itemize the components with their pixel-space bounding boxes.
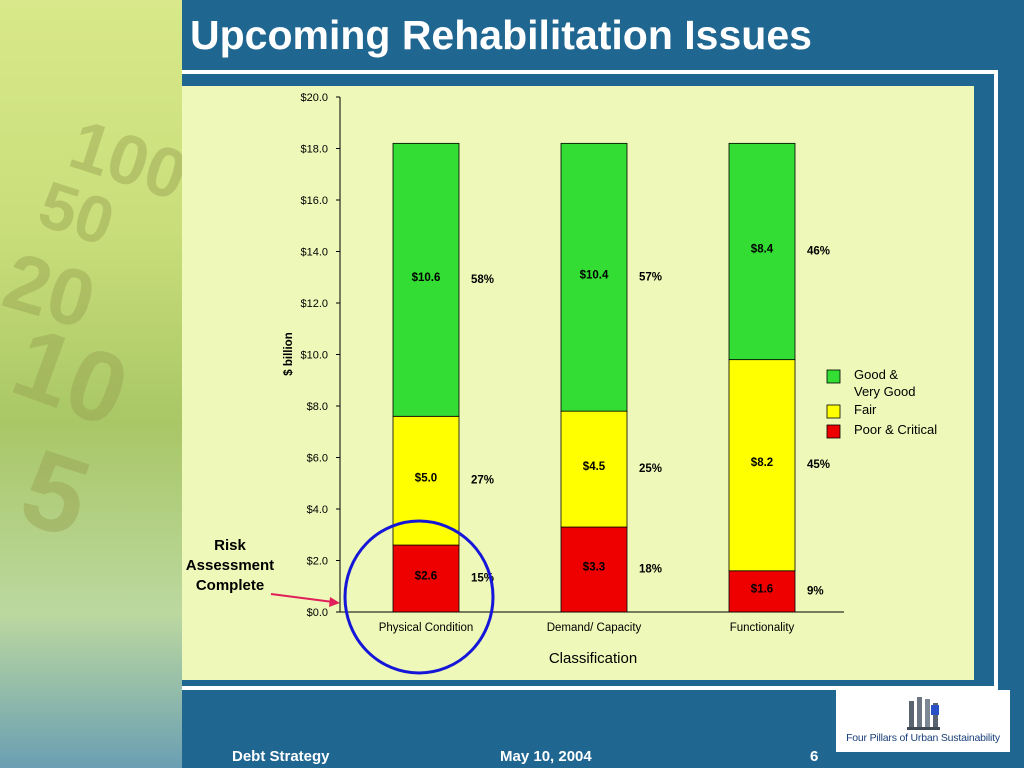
bar-percent-label: 9%: [807, 585, 824, 597]
legend-swatch: [826, 424, 841, 439]
legend-label: Fair: [854, 402, 877, 417]
bar-segment-demand-capacity-poor: [560, 526, 628, 613]
bar-percent-label: 25%: [639, 463, 662, 475]
y-tick-label: $20.0: [300, 92, 328, 104]
banknote-numeral: 5: [7, 425, 104, 562]
footer-page-number: 6: [810, 748, 819, 765]
pointer-arrow-head: [329, 597, 340, 607]
footer-date: May 10, 2004: [500, 748, 592, 765]
highlight-circle: [343, 519, 495, 675]
risk-label-line-2: Assessment: [185, 557, 275, 574]
footer-title: Debt Strategy: [232, 748, 330, 765]
x-category-label: Physical Condition: [379, 622, 474, 634]
legend-label: Poor & Critical: [854, 422, 937, 437]
y-tick-label: $14.0: [300, 247, 328, 259]
stacked-bar-chart: $0.0 $2.0 $4.0 $6.0 $8.0 $10.0 $12.0 $14.0 $16.0…: [270, 92, 937, 675]
slide-footer: Debt Strategy May 10, 2004 6: [0, 740, 1024, 768]
bar-value-label: $10.4: [580, 269, 609, 281]
bar-value-label: $5.0: [415, 473, 437, 485]
legend-swatch: [826, 404, 841, 419]
logo-text: Four Pillars of Urban Sustainability: [846, 732, 1000, 744]
x-category-label: Demand/ Capacity: [547, 622, 642, 634]
x-category-label: Functionality: [730, 622, 795, 634]
legend-label: Very Good: [854, 384, 915, 399]
bar-value-label: $2.6: [415, 571, 437, 583]
y-axis-title: $ billion: [283, 332, 295, 375]
bar-percent-label: 27%: [471, 475, 494, 487]
bar-segment-functionality-fair: [728, 359, 796, 572]
y-tick-label: $10.0: [300, 350, 328, 362]
pointer-arrow-line: [270, 593, 334, 603]
risk-label-line-1: Risk: [214, 537, 246, 554]
legend-label: Good &: [854, 367, 898, 382]
y-tick-label: $6.0: [307, 453, 328, 465]
bar-percent-label: 18%: [639, 564, 662, 576]
y-tick-label: $2.0: [307, 556, 328, 568]
bar-value-label: $8.2: [751, 457, 773, 469]
pillars-icon: [907, 697, 940, 730]
risk-label-line-3: Complete: [195, 577, 265, 594]
bar-percent-label: 57%: [639, 271, 662, 283]
bar-segment-functionality-good: [728, 142, 796, 361]
bar-value-label: $3.3: [583, 562, 605, 574]
banknote-background-image: 100 50 20 10 5: [0, 0, 182, 768]
y-tick-label: $16.0: [300, 195, 328, 207]
bar-segment-physical-condition-poor: [392, 544, 460, 613]
bar-segment-demand-capacity-fair: [560, 410, 628, 528]
y-tick-label: $18.0: [300, 144, 328, 156]
bar-segment-demand-capacity-good: [560, 142, 628, 412]
y-tick-label: $0.0: [307, 607, 328, 619]
bar-value-label: $4.5: [583, 461, 606, 473]
bar-value-label: $8.4: [751, 244, 774, 256]
bar-value-label: $10.6: [412, 272, 441, 284]
bar-percent-label: 58%: [471, 274, 494, 286]
bar-value-label: $1.6: [751, 583, 773, 595]
slide-title: Upcoming Rehabilitation Issues: [190, 12, 812, 58]
bar-percent-label: 46%: [807, 246, 830, 258]
x-axis-title: Classification: [549, 650, 637, 667]
bar-percent-label: 15%: [471, 573, 494, 585]
risk-assessment-label: Risk Assessment Complete: [178, 536, 282, 596]
four-pillars-logo: Four Pillars of Urban Sustainability: [836, 690, 1010, 752]
bar-percent-label: 45%: [807, 459, 830, 471]
y-tick-label: $4.0: [307, 504, 328, 516]
legend-swatch: [826, 369, 841, 384]
bar-segment-functionality-poor: [728, 570, 796, 613]
y-tick-label: $12.0: [300, 298, 328, 310]
y-tick-label: $8.0: [307, 401, 328, 413]
bar-segment-physical-condition-good: [392, 142, 460, 417]
